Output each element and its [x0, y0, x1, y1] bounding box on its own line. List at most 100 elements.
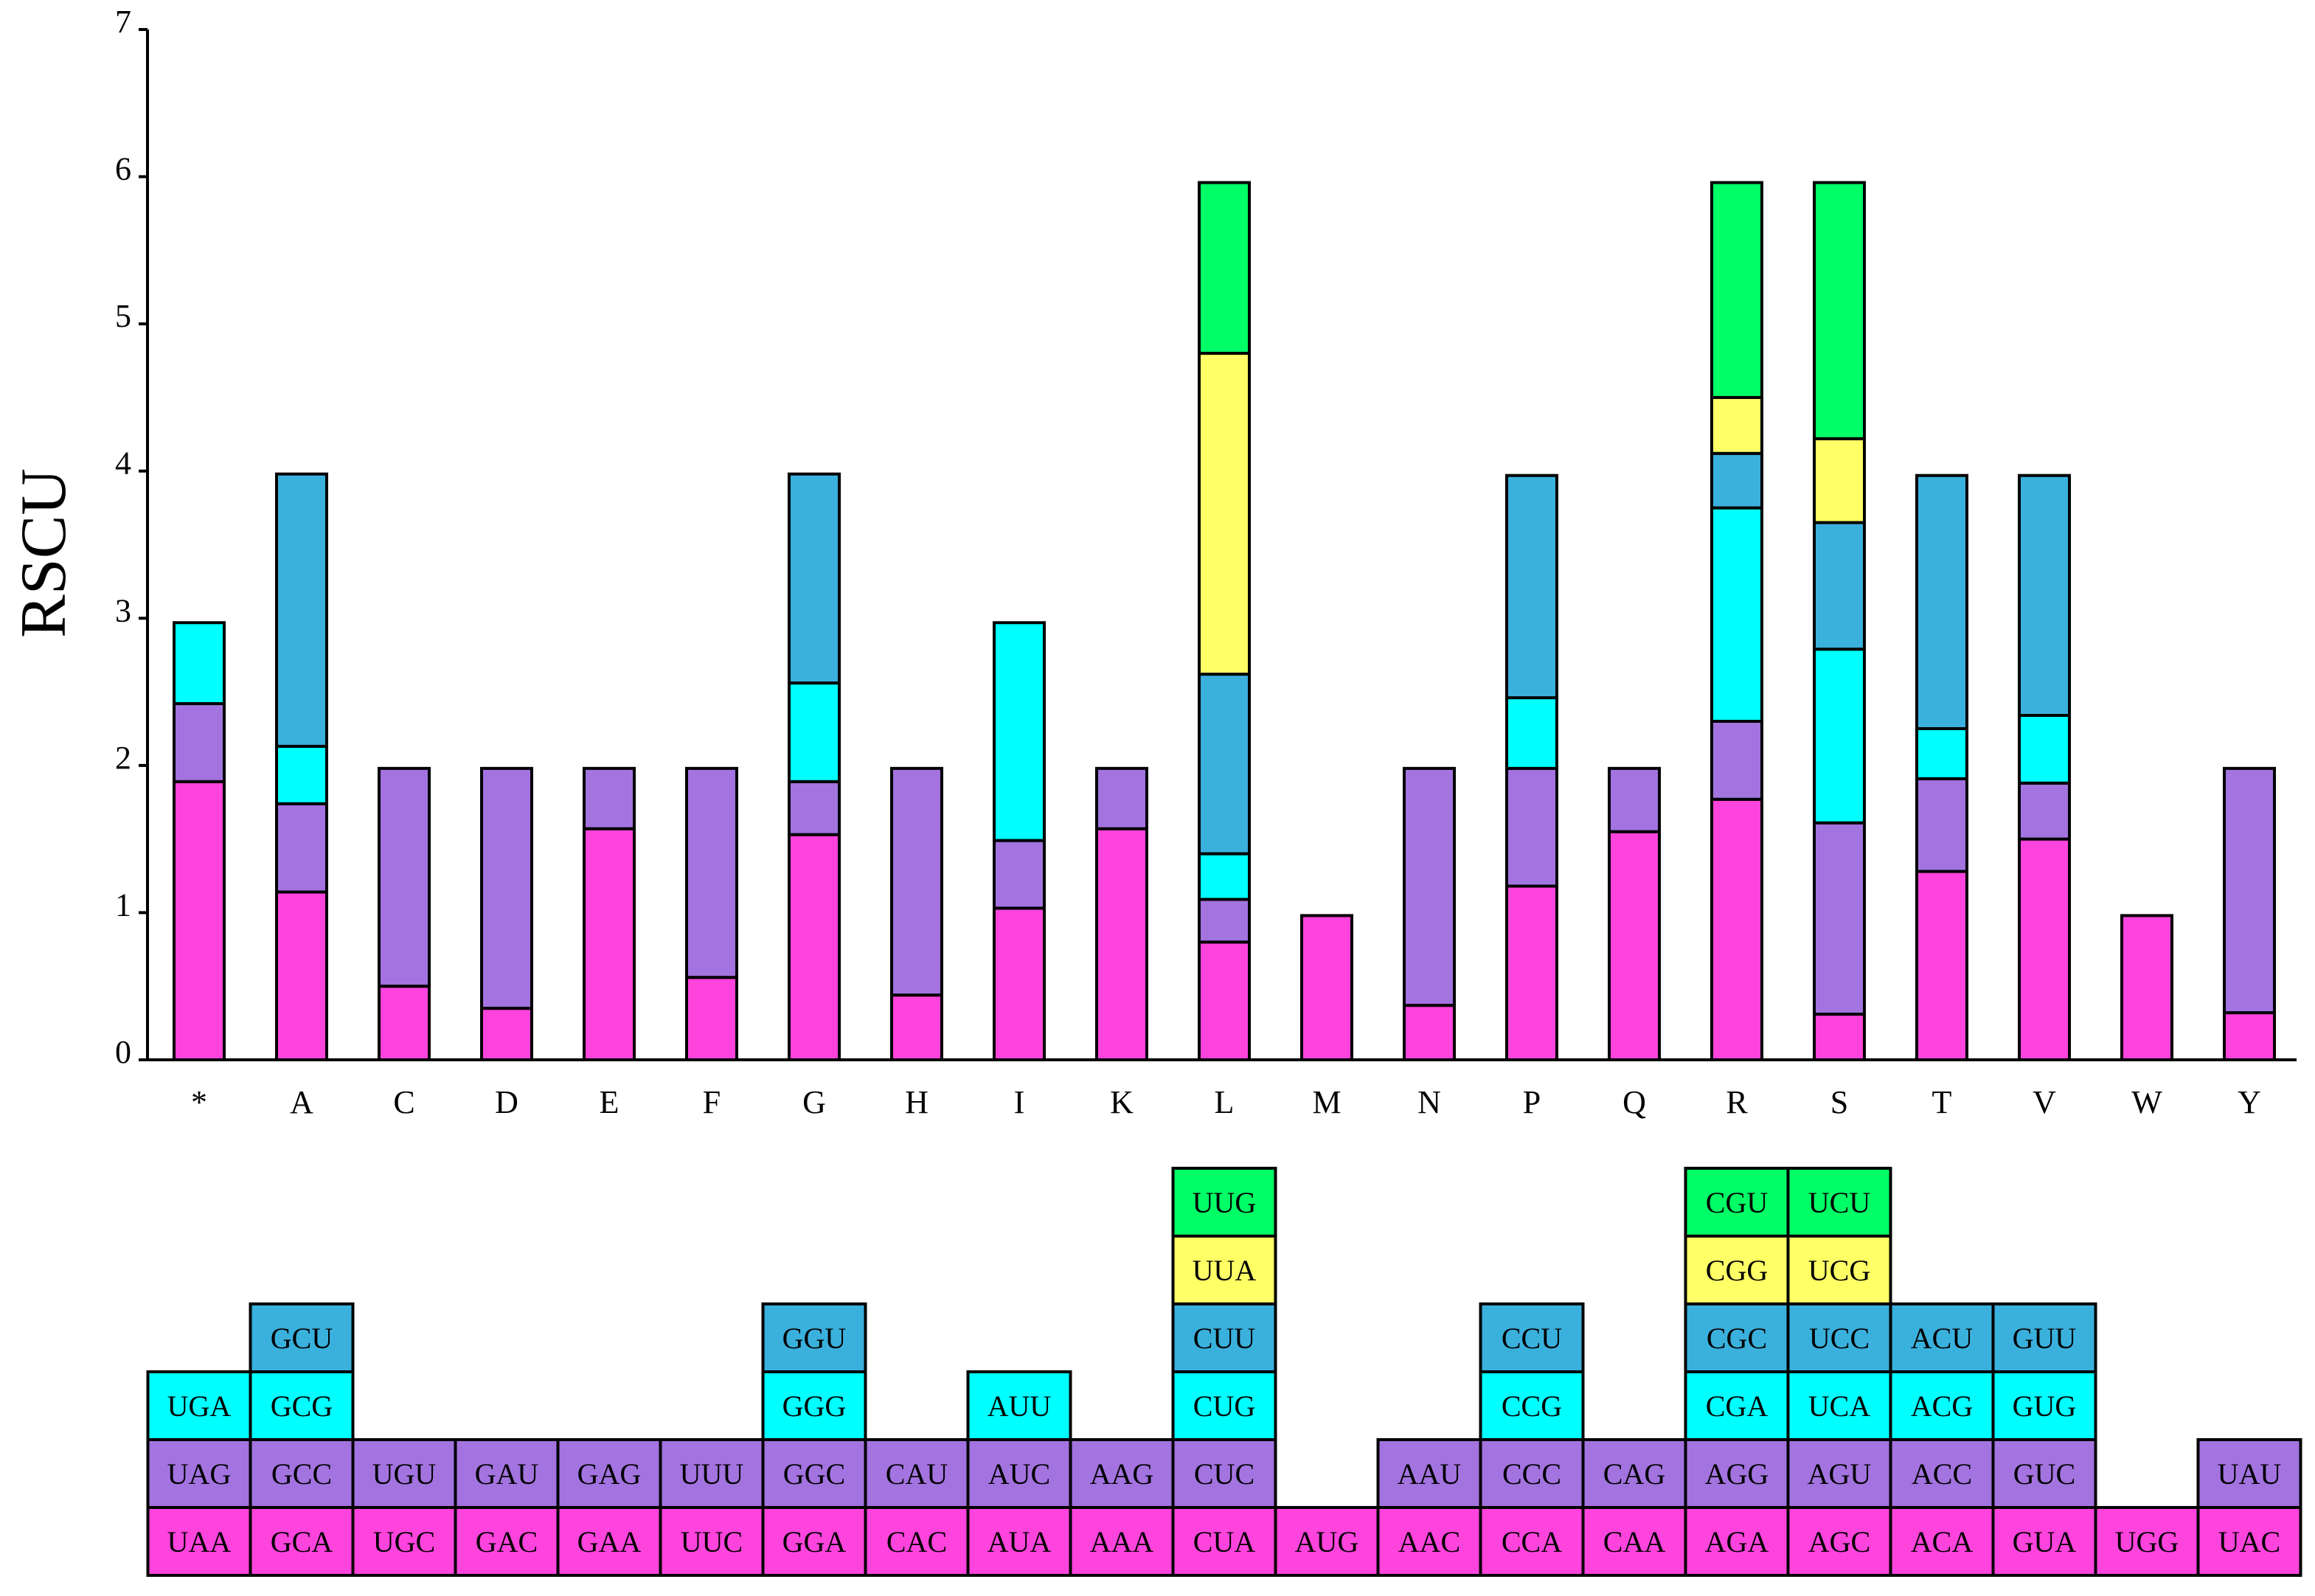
bar-segment-cgu — [1710, 181, 1763, 399]
bar-segment-ugu — [378, 766, 431, 988]
x-category-label: R — [1726, 1084, 1748, 1120]
codon-label: GAG — [577, 1457, 642, 1491]
codon-label: UAU — [2218, 1457, 2282, 1491]
codon-cell-uua — [1171, 1235, 1277, 1305]
bar-segment-ucu — [1813, 181, 1866, 440]
codon-label: AAU — [1398, 1457, 1462, 1491]
codon-cell-caa — [1581, 1506, 1687, 1577]
bar-segment-auu — [993, 621, 1046, 842]
codon-label: GUC — [2013, 1457, 2075, 1491]
codon-cell-cug — [1171, 1370, 1277, 1441]
codon-label: GCA — [271, 1525, 333, 1558]
codon-cell-ugc — [351, 1506, 457, 1577]
bar-segment-cgc — [1710, 451, 1763, 510]
bar-segment-acg — [1915, 726, 1968, 780]
codon-cell-ucc — [1786, 1302, 1892, 1373]
codon-cell-ggc — [761, 1438, 867, 1509]
codon-label: AAG — [1090, 1457, 1154, 1491]
bar-segment-auc — [993, 839, 1046, 910]
codon-label: UUC — [681, 1525, 743, 1558]
codon-label: CAC — [886, 1525, 947, 1558]
bar-segment-ggg — [788, 681, 841, 783]
bar-segment-gcu — [275, 472, 328, 748]
codon-label: UUG — [1193, 1186, 1257, 1219]
codon-label: UGC — [373, 1525, 435, 1558]
bar-segment-gga — [788, 833, 841, 1062]
bar-segment-guc — [2018, 781, 2071, 841]
codon-label: AGU — [1808, 1457, 1872, 1491]
x-category-label: M — [1312, 1084, 1341, 1120]
codon-label: CUU — [1193, 1322, 1256, 1355]
codon-label: GAU — [475, 1457, 539, 1491]
codon-label: GUG — [2013, 1389, 2077, 1423]
codon-label: ACC — [1912, 1457, 1972, 1491]
bar-segment-cca — [1505, 884, 1558, 1062]
bar-segment-acc — [1915, 777, 1968, 873]
bar-segment-cuc — [1198, 898, 1251, 944]
codon-cell-aug — [1274, 1506, 1380, 1577]
codon-cell-gga — [761, 1506, 867, 1577]
bar-segment-ccu — [1505, 473, 1558, 700]
codon-label: CCU — [1502, 1322, 1562, 1355]
bar-segment-ggc — [788, 780, 841, 836]
bar-segment-gac — [480, 1007, 533, 1062]
codon-label: UUU — [680, 1457, 744, 1491]
bar-segment-ugc — [378, 985, 431, 1061]
codon-label: CGA — [1706, 1389, 1769, 1423]
codon-cell-gcu — [249, 1302, 355, 1373]
codon-cell-ugu — [351, 1438, 457, 1509]
codon-label: ACG — [1911, 1389, 1973, 1423]
bar-segment-uug — [1198, 181, 1251, 355]
codon-cell-agc — [1786, 1506, 1892, 1577]
codon-cell-uga — [146, 1370, 252, 1441]
bar-segment-ccc — [1505, 766, 1558, 888]
bar-segment-cga — [1710, 506, 1763, 723]
codon-label: UGA — [167, 1389, 232, 1423]
x-category-labels: * A C D E F G H I K L M N P Q R S T V W Y — [191, 1084, 2261, 1120]
bar-segment-uac — [2223, 1011, 2276, 1061]
bar-segment-ggu — [788, 472, 841, 685]
codon-label: ACU — [1911, 1322, 1974, 1355]
x-category-label: H — [905, 1084, 929, 1120]
x-category-label: C — [393, 1084, 414, 1120]
codon-label: CGC — [1707, 1322, 1767, 1355]
codon-cell-ccc — [1479, 1438, 1585, 1509]
x-category-label: Y — [2238, 1084, 2261, 1120]
codon-label: AUG — [1295, 1525, 1359, 1558]
bar-segment-uga — [173, 621, 226, 706]
codon-cell-cua — [1171, 1506, 1277, 1577]
y-tick-label: 7 — [115, 4, 131, 40]
bar-segment-ucg — [1813, 437, 1866, 524]
y-tick-label: 6 — [115, 151, 131, 187]
codon-label: CUC — [1194, 1457, 1254, 1491]
codon-label: UCU — [1808, 1186, 1871, 1219]
bar-segment-gca — [275, 890, 328, 1061]
codon-cell-ugg — [2094, 1506, 2200, 1577]
codon-cell-gac — [454, 1506, 560, 1577]
codon-label: ACA — [1911, 1525, 1974, 1558]
codon-cell-auu — [966, 1370, 1072, 1441]
codon-label: UGU — [372, 1457, 437, 1491]
bar-segment-aau — [1403, 766, 1456, 1007]
codon-legend-grid: UAA UAG UGA GCA GCC GCG GCU UGC UGU GAC GAU GAA GAG U… — [146, 1167, 2302, 1577]
x-category-label: A — [290, 1084, 313, 1120]
codon-cell-gca — [249, 1506, 355, 1577]
bar-segment-cag — [1608, 766, 1661, 833]
bar-segment-ugg — [2120, 914, 2173, 1062]
bar-segment-aac — [1403, 1004, 1456, 1061]
bar-segment-agc — [1813, 1013, 1866, 1061]
y-tick-label: 0 — [115, 1034, 131, 1070]
codon-label: CCC — [1502, 1457, 1561, 1491]
x-category-label: T — [1932, 1084, 1952, 1120]
bar-segment-gaa — [583, 827, 636, 1061]
y-ticks: 0 1 2 3 4 5 6 7 — [115, 4, 147, 1070]
codon-cell-ggu — [761, 1302, 867, 1373]
codon-label: AGA — [1705, 1525, 1769, 1558]
x-category-label: Q — [1622, 1084, 1646, 1120]
codon-cell-cgg — [1684, 1235, 1790, 1305]
x-category-label: W — [2131, 1084, 2162, 1120]
bar-segment-uaa — [173, 780, 226, 1062]
codon-cell-uug — [1171, 1167, 1277, 1238]
bar-segment-guu — [2018, 473, 2071, 718]
bar-segment-aga — [1710, 797, 1763, 1061]
